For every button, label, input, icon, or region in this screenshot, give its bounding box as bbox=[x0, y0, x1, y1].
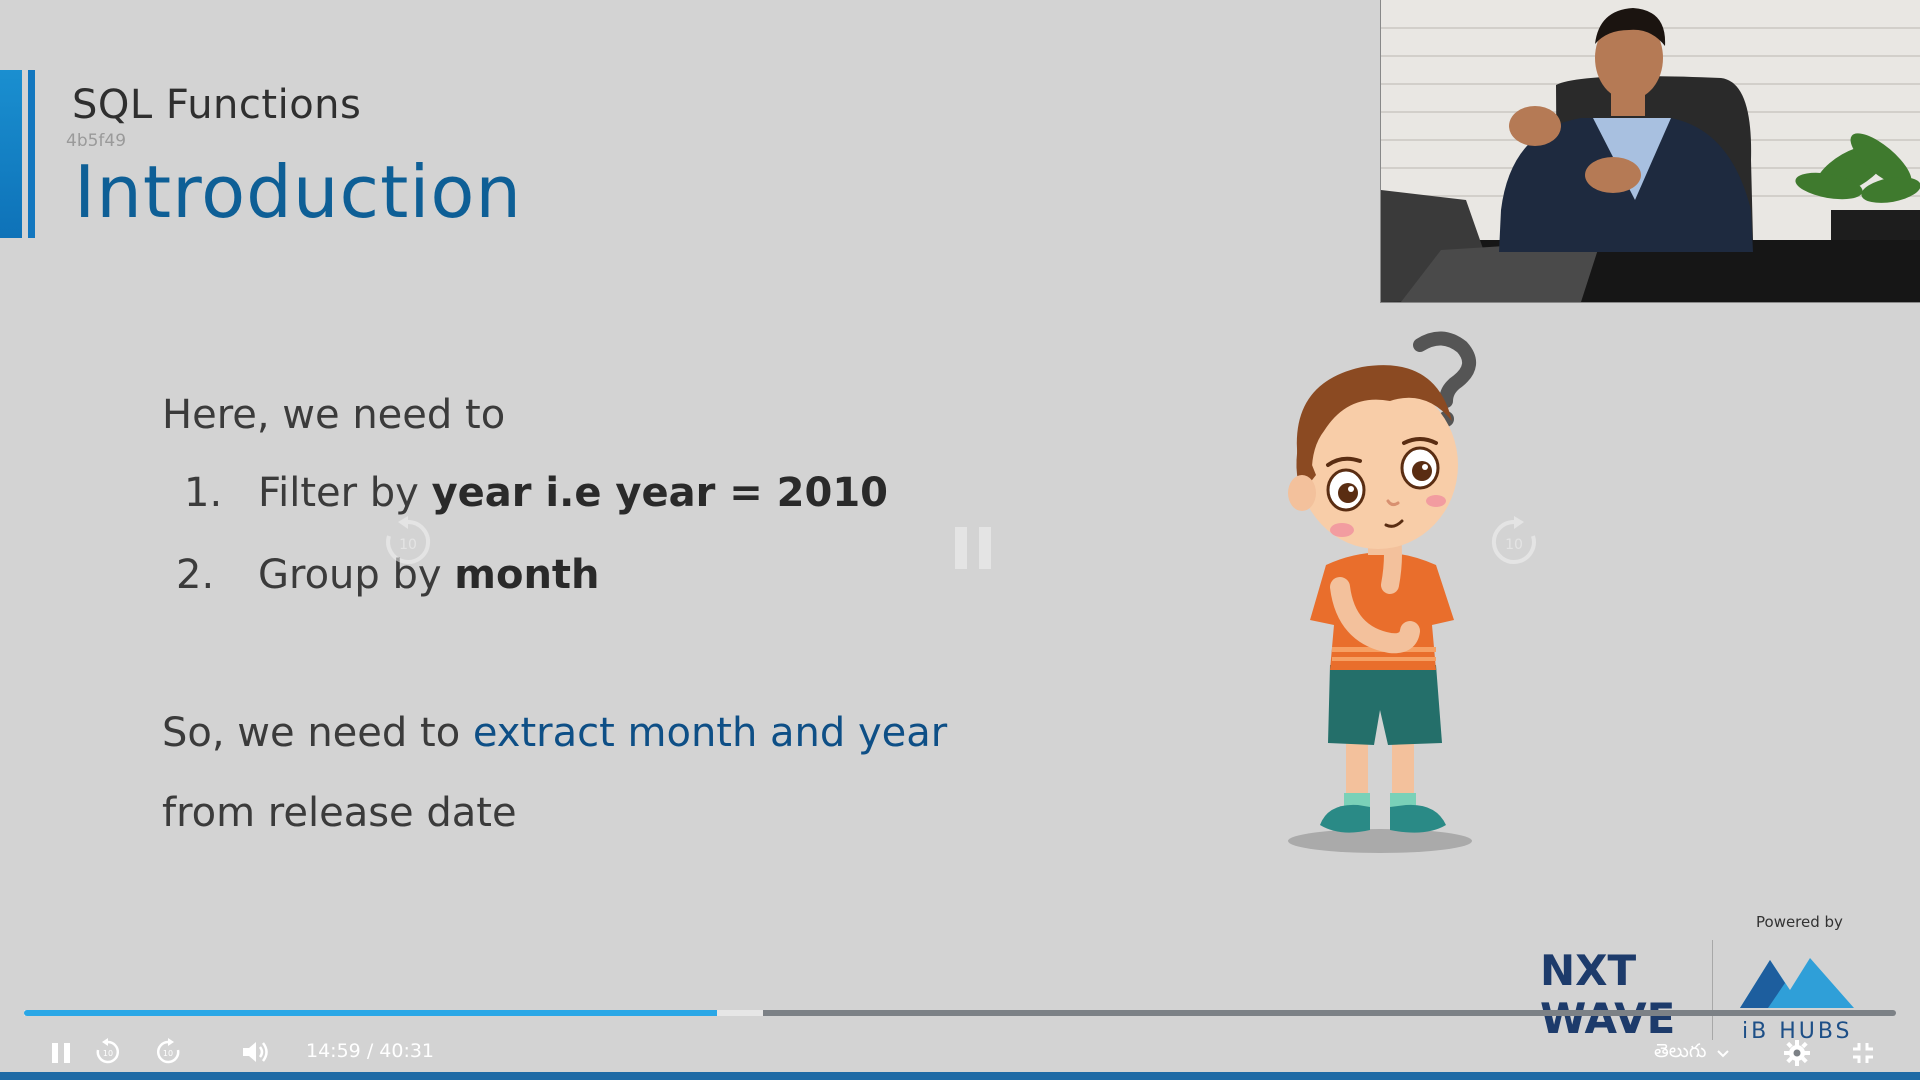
nxtwave-logo: NXT WAVE bbox=[1540, 946, 1675, 1040]
list-item-bold: year i.e year = 2010 bbox=[431, 470, 888, 516]
volume-button[interactable] bbox=[238, 1034, 274, 1070]
progress-fill[interactable] bbox=[24, 1010, 717, 1016]
list-item-prefix: Group by bbox=[258, 552, 455, 598]
conclusion-highlight: extract month and year bbox=[472, 710, 948, 756]
conclusion-line-2: from release date bbox=[162, 790, 517, 836]
settings-button[interactable] bbox=[1780, 1036, 1814, 1070]
ib-hubs-logo: iB HUBS bbox=[1740, 958, 1854, 1040]
svg-text:10: 10 bbox=[1505, 537, 1523, 553]
forward-10-icon: 10 bbox=[1491, 516, 1536, 564]
brand-divider bbox=[1712, 940, 1713, 1040]
svg-text:WAVE: WAVE bbox=[1540, 994, 1675, 1040]
accent-bar bbox=[0, 70, 22, 238]
conclusion-line-1: So, we need to extract month and year bbox=[162, 710, 947, 756]
pause-icon bbox=[52, 1043, 70, 1063]
rewind-10-icon: 10 bbox=[96, 1038, 120, 1064]
presenter-webcam bbox=[1380, 0, 1920, 303]
list-item-number: 2. bbox=[176, 552, 215, 598]
gear-icon bbox=[1784, 1040, 1810, 1066]
presenter-video-frame bbox=[1381, 0, 1920, 302]
time-display: 14:59 / 40:31 bbox=[306, 1040, 434, 1062]
svg-text:10: 10 bbox=[163, 1049, 173, 1058]
list-item: Group by month bbox=[258, 552, 600, 598]
exit-fullscreen-button[interactable] bbox=[1846, 1036, 1880, 1070]
list-item-number: 1. bbox=[184, 470, 223, 516]
slide-code: 4b5f49 bbox=[66, 131, 127, 151]
list-item-bold: month bbox=[454, 552, 600, 598]
svg-text:10: 10 bbox=[103, 1049, 113, 1058]
bottom-strip bbox=[0, 1072, 1920, 1080]
svg-text:10: 10 bbox=[399, 537, 417, 553]
slide-subtitle: SQL Functions bbox=[72, 82, 362, 128]
chevron-down-icon bbox=[1717, 1049, 1730, 1057]
language-selector[interactable]: తెలుగు bbox=[1654, 1040, 1730, 1067]
time-separator: / bbox=[366, 1040, 374, 1062]
overlay-pause-button[interactable] bbox=[948, 520, 998, 576]
exit-fullscreen-icon bbox=[1853, 1043, 1873, 1063]
rewind-10-icon: 10 bbox=[386, 516, 431, 564]
pause-button[interactable] bbox=[44, 1036, 78, 1070]
slide-title: Introduction bbox=[74, 150, 523, 234]
svg-text:NXT: NXT bbox=[1540, 946, 1637, 995]
overlay-rewind-button[interactable]: 10 bbox=[378, 512, 438, 572]
powered-by-label: Powered by bbox=[1756, 913, 1843, 931]
forward-button[interactable]: 10 bbox=[150, 1034, 186, 1070]
thinking-boy-illustration bbox=[1288, 331, 1476, 853]
list-item: Filter by year i.e year = 2010 bbox=[258, 470, 888, 516]
overlay-forward-button[interactable]: 10 bbox=[1484, 512, 1544, 572]
duration: 40:31 bbox=[379, 1040, 435, 1062]
volume-icon bbox=[243, 1042, 268, 1062]
intro-text: Here, we need to bbox=[162, 392, 506, 438]
pause-icon bbox=[955, 527, 991, 569]
forward-10-icon: 10 bbox=[156, 1038, 180, 1064]
svg-text:iB HUBS: iB HUBS bbox=[1742, 1019, 1853, 1040]
progress-track[interactable] bbox=[24, 1010, 1896, 1016]
rewind-button[interactable]: 10 bbox=[90, 1034, 126, 1070]
current-time: 14:59 bbox=[306, 1040, 361, 1062]
list-item-prefix: Filter by bbox=[258, 470, 432, 516]
language-label: తెలుగు bbox=[1654, 1040, 1707, 1062]
accent-bar-thin bbox=[28, 70, 35, 238]
conclusion-prefix: So, we need to bbox=[162, 710, 473, 756]
